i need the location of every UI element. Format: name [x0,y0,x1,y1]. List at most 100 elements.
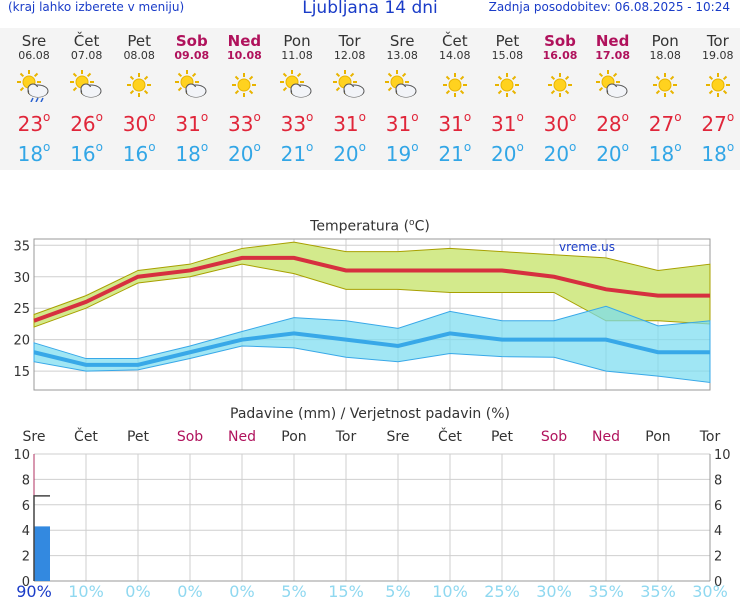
precip-probability: 30% [692,582,728,600]
max-temp: 31o [175,110,209,136]
max-temp: 30o [122,110,156,136]
day-name: Tor [706,32,729,50]
precipitation-bar [34,526,50,581]
max-temp: 28o [596,110,629,136]
day-name: Sre [389,32,415,50]
max-temp: 23o [17,110,51,136]
sun-icon [226,70,262,102]
min-temp: 18o [17,140,51,166]
precipitation-chart: Sre Čet Pet Sob Ned Pon Tor Sre Čet Pet Sob Ned Pon T… [13,427,731,600]
min-temp-line [33,331,710,367]
min-temp: 16o [70,140,103,166]
y-tick-label-left: 10 [13,448,30,463]
sun-cloud-icon [279,70,315,102]
y-tick-label: 15 [13,365,30,380]
min-temp: 18o [648,140,682,166]
sun-cloud-icon [384,70,420,102]
day-name: Tor [338,32,361,50]
x-tick-label: Sob [177,429,203,445]
y-tick-label-right: 6 [714,499,722,514]
y-tick-label: 30 [13,271,30,286]
sun-cloud-icon [174,70,210,102]
y-tick-label-left: 4 [22,524,30,539]
precip-probability: 5% [281,582,306,600]
x-tick-label: Sre [23,429,46,445]
forecast-day: Sob 09.08 31o 18o [166,28,218,170]
x-tick-label: Pon [645,429,670,445]
max-temp: 31o [438,110,472,136]
min-temp: 19o [385,140,419,166]
day-date: 07.08 [70,49,103,62]
sun-cloud-icon [332,70,368,102]
min-temp: 16o [122,140,156,166]
y-tick-label: 35 [13,239,30,254]
precip-probability: 0% [229,582,254,600]
precip-probability: 10% [68,582,104,600]
max-temp-line [33,255,710,323]
sun-icon [489,70,525,102]
min-temp: 20o [227,140,261,166]
day-date: 16.08 [542,49,578,62]
location-hint: (kraj lahko izberete v meniju) [8,0,185,14]
min-temp: 18o [175,140,209,166]
precip-probability: 30% [536,582,572,600]
max-temp: 33o [280,110,314,136]
forecast-day: Pet 15.08 31o 20o [481,28,533,170]
forecast-strip: Sre 06.08 23o 18o Čet 07.08 26o 16o Pet 08.08 30o 1… [0,28,740,170]
day-date: 08.08 [123,49,155,62]
day-name: Čet [73,32,100,50]
temperature-chart: 15 20 25 30 35 vreme.us [13,238,711,391]
precip-probability: 15% [328,582,364,600]
precip-probability: 0% [177,582,202,600]
page-title: Ljubljana 14 dni [302,0,438,18]
day-name: Pon [651,32,679,50]
max-temp: 31o [490,110,524,136]
day-date: 09.08 [174,49,210,62]
forecast-day: Pon 18.08 27o 18o [639,28,691,170]
x-tick-label: Sre [387,429,410,445]
y-tick-label-left: 2 [22,550,30,565]
forecast-day: Sre 06.08 23o 18o [8,28,60,170]
sun-icon [121,70,157,102]
day-name: Pet [495,32,520,50]
precipitation-max-bracket [33,495,50,581]
sun-cloud-icon [595,70,631,102]
x-tick-label: Ned [592,429,620,445]
x-tick-label: Pet [127,429,150,445]
min-temp: 20o [596,140,629,166]
y-tick-label-left: 8 [22,473,30,488]
precip-probability: 10% [432,582,468,600]
forecast-day: Čet 07.08 26o 16o [61,28,113,170]
day-date: 19.08 [702,49,734,62]
min-temp: 20o [543,140,577,166]
y-tick-label-right: 8 [714,473,722,488]
forecast-day: Pet 08.08 30o 16o [113,28,165,170]
forecast-day: Čet 14.08 31o 21o [429,28,481,170]
max-temp: 33o [227,110,261,136]
y-tick-label-right: 0 [714,575,722,590]
min-temp: 18o [701,140,735,166]
max-temp: 31o [333,110,366,136]
sun-icon [437,70,473,102]
day-name: Pet [127,32,151,50]
x-tick-label: Tor [335,429,357,445]
y-tick-label-right: 10 [714,448,731,463]
y-tick-label: 20 [13,334,30,349]
day-name: Čet [442,32,468,50]
y-tick-label-left: 0 [22,575,30,590]
x-tick-label: Pet [491,429,514,445]
forecast-day: Sre 13.08 31o 19o [376,28,428,170]
forecast-day: Tor 19.08 27o 18o [692,28,740,170]
precip-probability: 5% [385,582,410,600]
day-date: 11.08 [281,49,313,62]
forecast-day: Pon 11.08 33o 21o [271,28,323,170]
day-name: Sre [21,32,47,50]
y-tick-label-left: 6 [22,499,30,514]
day-name: Sob [544,32,576,50]
day-date: 17.08 [595,49,630,62]
day-name: Sob [175,32,208,50]
max-temp: 27o [648,110,682,136]
watermark: vreme.us [559,240,615,254]
x-tick-label: Čet [74,427,98,445]
last-update: Zadnja posodobitev: 06.08.2025 - 10:24 [488,0,730,14]
